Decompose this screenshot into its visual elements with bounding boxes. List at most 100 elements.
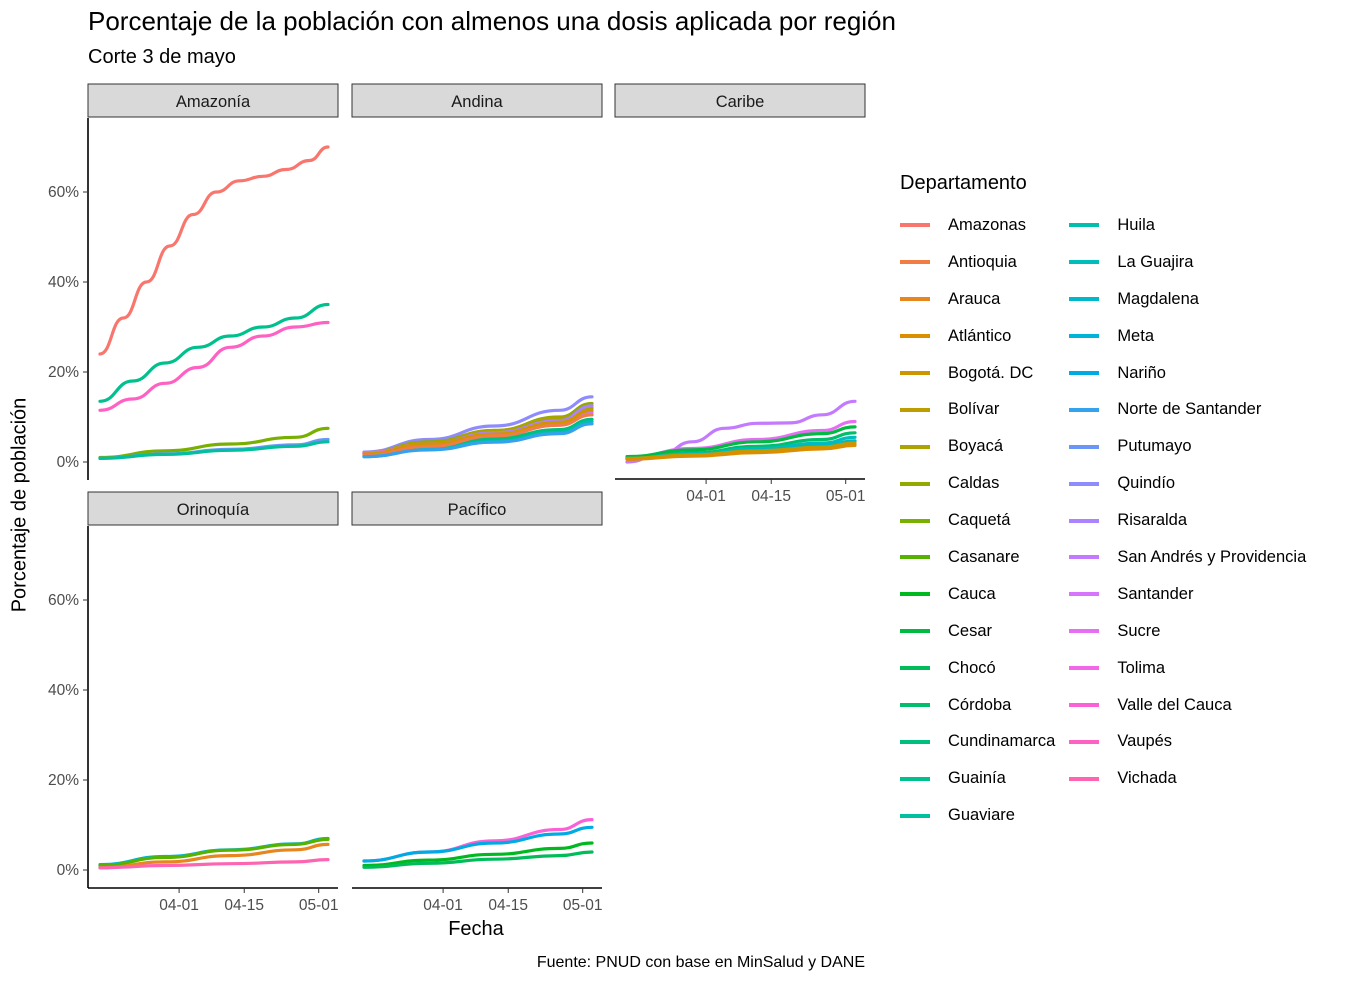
legend-item: Bogotá. DC [900, 355, 1055, 392]
legend-label: Cauca [948, 584, 996, 603]
legend-swatch [900, 371, 930, 375]
series-line [625, 425, 857, 459]
legend-swatch [900, 444, 930, 449]
legend-swatch [1069, 518, 1100, 523]
legend-label: Caquetá [948, 511, 1011, 530]
x-tick-label: 04-15 [751, 488, 791, 505]
legend-label: Meta [1117, 326, 1154, 345]
legend-item: Boyacá [900, 428, 1055, 465]
legend-label: Sucre [1117, 621, 1161, 640]
legend-item: Arauca [900, 281, 1055, 318]
facet-strip [351, 491, 603, 526]
y-tick-label: 20% [48, 772, 79, 789]
legend-label: Tolima [1117, 658, 1165, 677]
legend-swatch [1069, 666, 1100, 671]
legend-swatch [900, 629, 930, 634]
legend-label: Risaralda [1117, 511, 1188, 530]
legend-label: Vaupés [1117, 732, 1173, 751]
legend-swatch [1069, 223, 1100, 228]
legend-swatch [1069, 297, 1100, 302]
legend-item: Guaviare [900, 797, 1055, 834]
legend-item: Caldas [900, 465, 1055, 502]
legend-item: Antioquia [900, 244, 1055, 281]
legend-label: Guaviare [948, 806, 1015, 825]
legend-swatch [900, 813, 930, 818]
legend-item: Sucre [1069, 613, 1306, 650]
legend-label: Casanare [948, 547, 1020, 566]
legend-swatch [900, 223, 930, 228]
legend-label: Córdoba [948, 695, 1012, 714]
legend-label: Magdalena [1117, 289, 1199, 308]
legend-item: Valle del Cauca [1069, 687, 1306, 724]
legend-swatch [900, 703, 930, 708]
legend-swatch [1069, 555, 1100, 560]
legend-label: Amazonas [948, 215, 1026, 234]
legend-label: Cesar [948, 621, 993, 640]
facet-strip [614, 83, 866, 118]
legend-label: Quindío [1117, 474, 1176, 493]
legend-item: Santander [1069, 576, 1306, 613]
y-tick-label: 60% [48, 184, 79, 201]
legend-column: Amazonas Antioquia Arauca Atlántico Bogotá. … [900, 207, 1055, 834]
legend-item: Putumayo [1069, 428, 1306, 465]
legend-swatch [900, 666, 930, 671]
legend-label: Bolívar [948, 400, 1000, 419]
legend-label: Guainía [948, 769, 1006, 788]
legend-swatch [1069, 260, 1100, 265]
series-line [362, 850, 594, 869]
legend-item: Quindío [1069, 465, 1306, 502]
series-line [98, 440, 330, 460]
legend-swatch [1069, 739, 1100, 744]
legend-item: Risaralda [1069, 502, 1306, 539]
legend-label: Nariño [1117, 363, 1166, 382]
x-tick-label: 04-01 [159, 897, 199, 914]
legend-swatch [1069, 481, 1100, 486]
facet-strip-label: Caribe [716, 93, 765, 111]
legend-label: Cundinamarca [948, 732, 1056, 751]
legend-swatch [1069, 776, 1100, 781]
legend-item: Amazonas [900, 207, 1055, 244]
legend-item: Vichada [1069, 760, 1306, 797]
legend-swatch [900, 407, 930, 412]
legend-label: Putumayo [1117, 437, 1192, 456]
facet-strip [87, 83, 339, 118]
legend-swatch [900, 555, 930, 560]
legend-swatch [900, 297, 930, 302]
x-tick-label: 04-15 [224, 897, 264, 914]
x-tick-label: 04-01 [686, 488, 726, 505]
series-line [625, 443, 857, 461]
legend-item: La Guajira [1069, 244, 1306, 281]
legend-item: Cundinamarca [900, 723, 1055, 760]
series-line [98, 426, 330, 460]
facet-strip [87, 491, 339, 526]
legend-item: Caquetá [900, 502, 1055, 539]
legend-item: Casanare [900, 539, 1055, 576]
chart-subtitle: Corte 3 de mayo [88, 46, 236, 68]
legend-item: Bolívar [900, 391, 1055, 428]
x-tick-label: 04-15 [488, 897, 528, 914]
legend-label: Caldas [948, 474, 1000, 493]
legend-label: Antioquia [948, 252, 1017, 271]
legend-swatch [900, 776, 930, 781]
x-tick-label: 05-01 [563, 897, 603, 914]
chart-title: Porcentaje de la población con almenos u… [88, 6, 896, 36]
legend-label: Vichada [1117, 769, 1177, 788]
series-line [98, 302, 330, 403]
legend-label: Boyacá [948, 437, 1004, 456]
legend-swatch [1069, 592, 1100, 597]
series-line [362, 408, 594, 456]
legend-label: Chocó [948, 658, 996, 677]
legend-item: Atlántico [900, 318, 1055, 355]
legend-label: Bogotá. DC [948, 363, 1034, 382]
series-line [362, 395, 594, 454]
legend-swatch [1069, 407, 1100, 412]
legend-item: Cauca [900, 576, 1055, 613]
y-tick-label: 40% [48, 682, 79, 699]
legend-swatch [1069, 334, 1100, 339]
legend-swatch [1069, 629, 1100, 634]
series-line [98, 842, 330, 870]
legend-item: San Andrés y Providencia [1069, 539, 1306, 576]
legend-swatch [900, 334, 930, 339]
series-line [98, 145, 330, 356]
legend-swatch [900, 518, 930, 523]
